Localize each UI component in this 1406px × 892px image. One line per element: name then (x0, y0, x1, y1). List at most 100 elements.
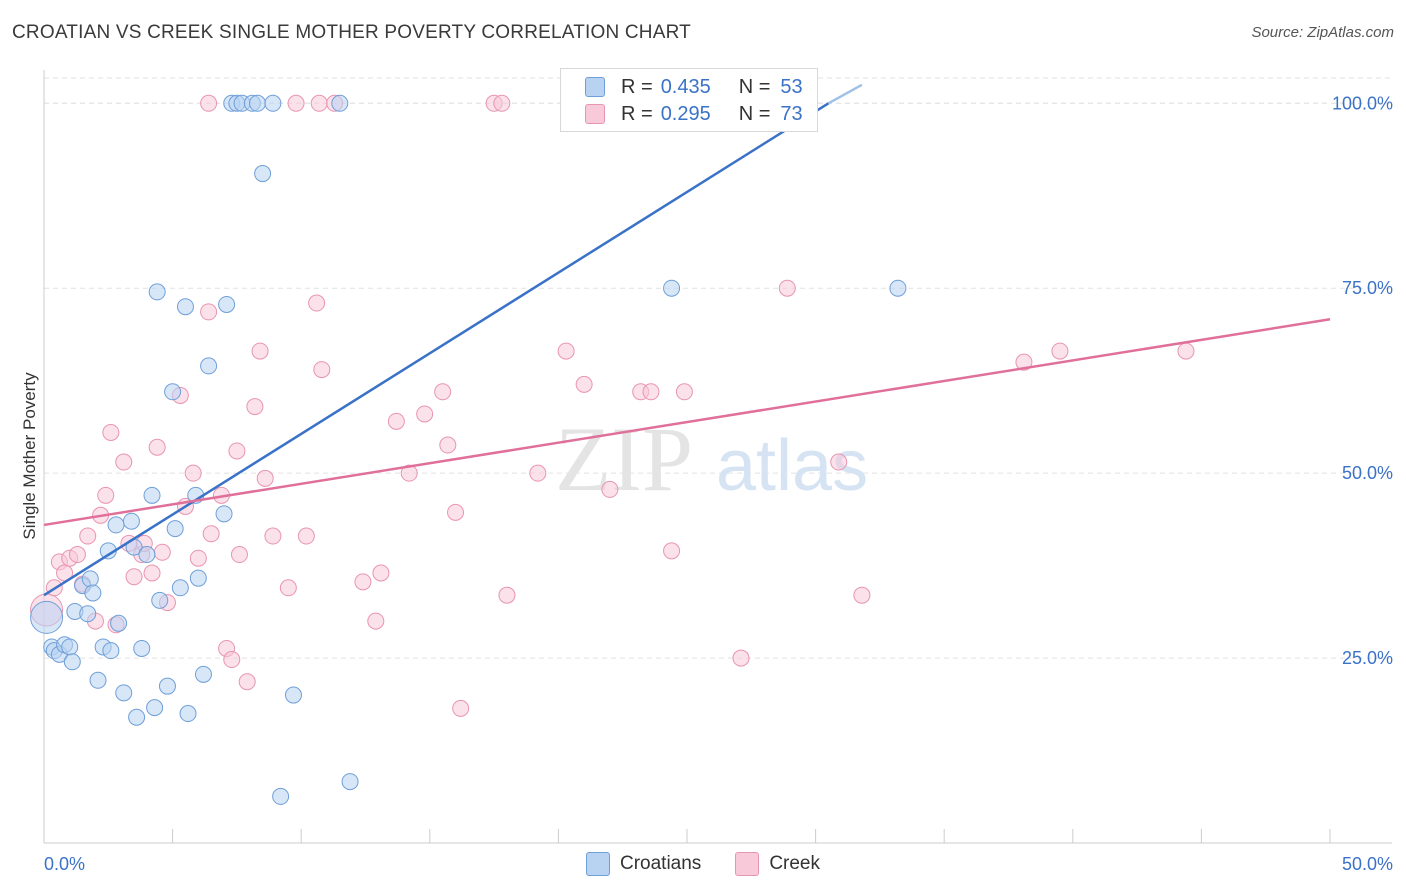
point-creek (400, 464, 418, 482)
point-creek (184, 464, 202, 482)
point-croatians (218, 295, 236, 313)
point-croatians (122, 512, 140, 530)
point-croatians (63, 653, 81, 671)
point-creek (830, 453, 848, 471)
point-creek (230, 546, 248, 564)
point-creek (675, 383, 693, 401)
point-croatians (61, 638, 79, 656)
point-creek (287, 94, 305, 112)
legend-n-value: 53 (780, 75, 803, 98)
y-tick-label: 100.0% (1332, 93, 1393, 113)
point-croatians (30, 600, 64, 634)
stats-legend: R = 0.435 N = 53 R = 0.295 N = 73 (560, 68, 818, 132)
point-creek (732, 649, 750, 667)
point-croatians (164, 383, 182, 401)
point-creek (97, 486, 115, 504)
point-croatians (176, 298, 194, 316)
points-layer (30, 94, 1195, 805)
point-creek (308, 294, 326, 312)
point-creek (387, 412, 405, 430)
point-croatians (663, 279, 681, 297)
point-creek (416, 405, 434, 423)
legend-swatch-croatians (585, 852, 610, 876)
legend-item-creek[interactable]: Creek (735, 852, 820, 876)
legend-swatch-creek (585, 104, 605, 124)
point-creek (228, 442, 246, 460)
point-creek (238, 673, 256, 691)
x-tick-label: 50.0% (1342, 854, 1393, 874)
point-croatians (171, 579, 189, 597)
point-croatians (215, 505, 233, 523)
point-creek (354, 573, 372, 591)
point-croatians (102, 642, 120, 660)
trend-line-croatians-extension (827, 83, 863, 105)
point-creek (223, 651, 241, 669)
point-croatians (128, 708, 146, 726)
point-creek (153, 543, 171, 561)
legend-r-value: 0.435 (660, 75, 711, 98)
axis-layer (43, 70, 1392, 844)
point-creek (251, 342, 269, 360)
tick-label-layer: 25.0% 50.0% 75.0% 100.0% 0.0% 50.0% (44, 93, 1393, 874)
legend-item-croatians[interactable]: Croatians (585, 852, 702, 876)
legend-r-label: R = (621, 75, 653, 98)
point-croatians (166, 520, 184, 538)
trend-layer (43, 83, 1331, 597)
x-tick-label: 0.0% (44, 854, 85, 874)
point-creek (778, 279, 796, 297)
point-croatians (341, 773, 359, 791)
point-creek (200, 94, 218, 112)
point-creek (310, 94, 328, 112)
chart-title: CROATIAN VS CREEK SINGLE MOTHER POVERTY … (12, 22, 691, 43)
y-tick-label: 25.0% (1342, 648, 1393, 668)
point-croatians (889, 279, 907, 297)
point-croatians (189, 569, 207, 587)
point-creek (575, 375, 593, 393)
point-creek (115, 453, 133, 471)
point-creek (246, 398, 264, 416)
point-croatians (179, 705, 197, 723)
legend-swatch-croatians (585, 77, 605, 97)
point-croatians (146, 699, 164, 717)
point-croatians (107, 516, 125, 534)
point-creek (601, 480, 619, 498)
legend-label-creek: Creek (769, 853, 820, 874)
point-creek (68, 546, 86, 564)
point-creek (148, 438, 166, 456)
point-creek (143, 564, 161, 582)
point-creek (447, 503, 465, 521)
point-croatians (81, 570, 99, 588)
point-creek (256, 469, 274, 487)
point-creek (297, 527, 315, 545)
point-creek (1015, 353, 1033, 371)
legend-n-label: N = (738, 75, 771, 98)
point-croatians (133, 639, 151, 657)
source-credit: Source: ZipAtlas.com (1251, 24, 1394, 41)
point-croatians (158, 677, 176, 695)
point-creek (498, 586, 516, 604)
point-croatians (284, 686, 302, 704)
watermark: ZIP atlas (555, 408, 868, 510)
point-creek (367, 612, 385, 630)
point-croatians (248, 94, 266, 112)
point-creek (642, 383, 660, 401)
grid-layer (44, 77, 1392, 659)
point-creek (313, 361, 331, 379)
point-croatians (89, 671, 107, 689)
y-tick-label: 50.0% (1342, 463, 1393, 483)
series-legend: Croatians Creek (0, 852, 1406, 876)
point-creek (372, 564, 390, 582)
legend-row-croatians: R = 0.435 N = 53 (585, 74, 803, 100)
point-creek (79, 527, 97, 545)
point-creek (279, 579, 297, 597)
point-croatians (200, 357, 218, 375)
point-croatians (110, 614, 128, 632)
legend-swatch-creek (735, 852, 760, 876)
legend-label-croatians: Croatians (619, 853, 702, 874)
point-creek (1177, 342, 1195, 360)
legend-r-label: R = (621, 102, 653, 125)
point-creek (102, 423, 120, 441)
point-croatians (151, 591, 169, 609)
point-creek (529, 464, 547, 482)
point-croatians (194, 665, 212, 683)
